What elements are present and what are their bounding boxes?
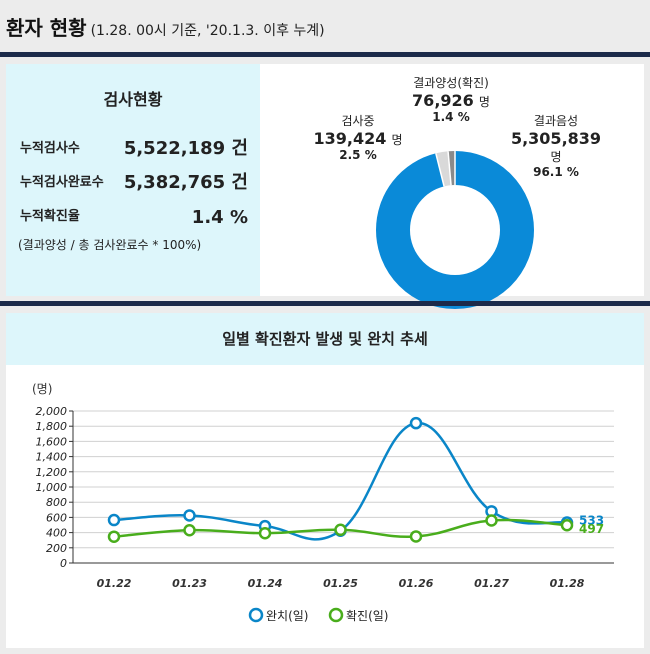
data-point <box>258 526 272 540</box>
section-rule <box>0 301 650 306</box>
x-tick-label: 01.28 <box>550 577 585 590</box>
page-title: 환자 현황 (1.28. 00시 기준, '20.1.3. 이후 누계) <box>6 12 325 41</box>
end-value-label: 533 <box>579 513 604 527</box>
legend-label: 완치(일) <box>266 609 308 623</box>
legend-marker <box>248 607 264 623</box>
header-rule <box>0 52 650 57</box>
x-tick-label: 01.25 <box>323 577 358 590</box>
summary-label: 누적검사수 <box>20 141 80 156</box>
donut-label-testing: 검사중 139,424 명 2.5 % <box>298 112 418 162</box>
y-tick-label: 1,800 <box>36 420 68 433</box>
donut-label-title: 검사중 <box>341 114 375 128</box>
donut-label-negative: 결과음성 5,305,839 명 96.1 % <box>496 112 616 179</box>
line-chart: (명) 0 200 400 600 800 1,000 1,200 1,400 1,600 1,80… <box>32 382 614 623</box>
donut-label-pct: 2.5 % <box>339 148 377 162</box>
y-tick-label: 0 <box>60 557 67 570</box>
donut-label-pct: 1.4 % <box>432 110 470 124</box>
trend-panel: 일별 확진환자 발생 및 완치 추세 (명) 0 200 400 600 800 1,000… <box>6 313 644 648</box>
y-tick-label: 1,000 <box>36 481 68 494</box>
end-value-label: 497 <box>579 522 604 536</box>
data-point <box>183 523 196 537</box>
data-point <box>409 416 423 430</box>
summary-row-positive-rate: 누적확진율 1.4 % <box>20 202 248 228</box>
donut-label-unit: 명 <box>391 133 403 147</box>
summary-box: 검사현황 누적검사수 5,522,189 건 누적검사완료수 5,382,765… <box>6 64 260 296</box>
donut-slice <box>376 151 534 309</box>
test-status-panel: 검사현황 누적검사수 5,522,189 건 누적검사완료수 5,382,765… <box>6 64 644 309</box>
x-tick-label: 01.24 <box>248 577 283 590</box>
donut-label-title: 결과양성(확진) <box>413 76 489 90</box>
donut-label-value: 76,926 <box>412 91 474 110</box>
y-tick-label: 1,200 <box>36 466 68 479</box>
summary-label: 누적확진율 <box>20 209 80 224</box>
donut-label-value: 5,305,839 <box>510 129 602 148</box>
data-point <box>107 530 121 543</box>
title-text: 환자 현황 <box>6 16 87 40</box>
y-tick-label: 400 <box>46 527 67 540</box>
data-point <box>485 514 498 527</box>
x-tick-label: 01.26 <box>399 577 434 590</box>
donut-chart <box>376 151 534 309</box>
data-point <box>560 518 574 532</box>
summary-value: 1.4 % <box>191 207 248 228</box>
donut-label-pct: 96.1 % <box>533 165 579 179</box>
y-tick-label: 200 <box>46 542 67 555</box>
summary-row-completed-tests: 누적검사완료수 5,382,765 건 <box>20 168 248 194</box>
y-tick-label: 800 <box>46 496 67 509</box>
x-tick-label: 01.27 <box>474 577 509 590</box>
donut-label-title: 결과음성 <box>533 114 579 128</box>
donut-label-value: 139,424 <box>313 129 387 148</box>
summary-formula: (결과양성 / 총 검사완료수 * 100%) <box>18 238 202 252</box>
data-point <box>107 513 121 527</box>
legend-label: 확진(일) <box>346 609 388 623</box>
donut-label-unit: 명 <box>550 150 562 164</box>
donut-label-positive: 결과양성(확진) 76,926 명 1.4 % <box>386 74 516 124</box>
summary-heading: 검사현황 <box>103 90 163 109</box>
data-point <box>409 530 423 543</box>
y-tick-label: 600 <box>46 511 67 524</box>
legend-marker <box>328 607 344 623</box>
donut-label-unit: 명 <box>478 95 490 109</box>
data-point <box>334 523 347 537</box>
summary-row-total-tests: 누적검사수 5,522,189 건 <box>20 134 248 160</box>
y-tick-label: 1,600 <box>36 435 68 448</box>
title-subtitle: (1.28. 00시 기준, '20.1.3. 이후 누계) <box>90 23 325 39</box>
summary-label: 누적검사완료수 <box>20 175 104 190</box>
y-tick-label: 2,000 <box>36 405 68 418</box>
series-line <box>113 421 568 541</box>
donut-separator <box>435 153 445 187</box>
y-tick-label: 1,400 <box>36 451 68 464</box>
donut-separator <box>447 151 452 186</box>
summary-value: 5,522,189 건 <box>123 138 248 159</box>
x-tick-label: 01.23 <box>172 577 207 590</box>
chart-title: 일별 확진환자 발생 및 완치 추세 <box>6 313 644 365</box>
data-point <box>183 509 196 522</box>
x-tick-label: 01.22 <box>97 577 132 590</box>
y-axis-label: (명) <box>32 382 52 396</box>
summary-value: 5,382,765 건 <box>123 172 248 193</box>
